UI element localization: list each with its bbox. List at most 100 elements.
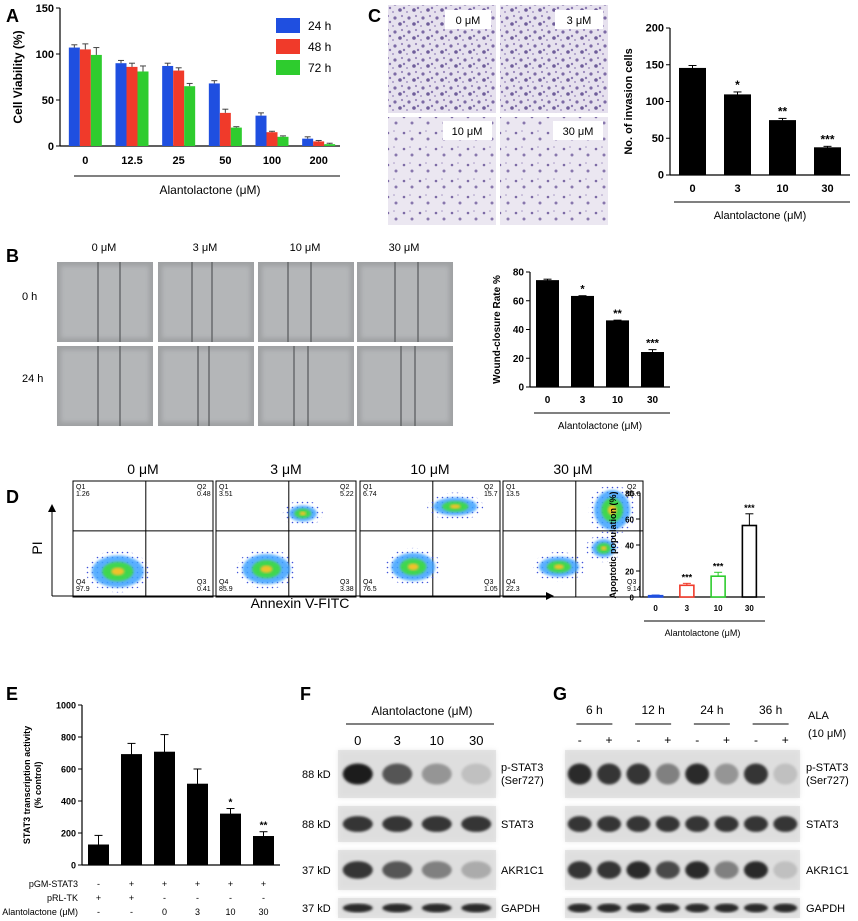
- y-tick-label: 50: [652, 133, 664, 145]
- blot-f-lane-label-1: 3: [394, 733, 401, 748]
- micro-label-30: 30 μM: [563, 126, 594, 138]
- flow-density-peak: [407, 563, 419, 571]
- wound-texture: [162, 266, 250, 338]
- blot-band: [342, 763, 373, 785]
- flow-density-peak: [111, 567, 125, 576]
- x-tick-label: 3: [580, 395, 586, 406]
- treatment-cell: 3: [195, 907, 200, 917]
- blot-g-protein-2: AKR1C1: [806, 865, 849, 877]
- x-tick-label: 25: [173, 155, 185, 167]
- blot-band: [655, 903, 680, 913]
- quadrant-q2-label: Q2 0.48: [197, 484, 211, 498]
- wound-texture: [262, 350, 350, 422]
- quadrant-q4-label: Q4 85.9: [219, 579, 233, 593]
- blot-g-treatment: ALA (10 μM): [808, 710, 846, 740]
- bar-E-2: [154, 751, 175, 866]
- wound-texture: [61, 350, 149, 422]
- micro-label-box-30: [553, 121, 603, 140]
- blot-band: [421, 816, 452, 832]
- blot-band: [567, 861, 592, 879]
- wound-row-24h: 24 h: [22, 373, 43, 385]
- blot-f-protein-3: GAPDH: [501, 903, 540, 915]
- bar-a-48h-5: [313, 141, 325, 146]
- y-axis-label: Apoptotic population (%): [608, 492, 618, 599]
- significance-mark: *: [735, 78, 740, 92]
- bar-a-48h-3: [219, 112, 231, 146]
- x-tick-label: 3: [734, 183, 740, 195]
- bar-B-2: [606, 320, 629, 388]
- panel-letter-f: F: [300, 684, 311, 704]
- flow-density-peak: [299, 511, 307, 516]
- y-tick-label: 150: [36, 3, 54, 15]
- micro-label-3: 3 μM: [567, 15, 592, 27]
- blot-band: [714, 763, 739, 785]
- significance-mark: ***: [820, 132, 834, 146]
- y-axis-label: Wound-closure Rate %: [492, 275, 503, 384]
- treatment-row-label-1: pRL-TK: [47, 893, 78, 903]
- x-axis-label: Alantolactone (μM): [160, 183, 261, 197]
- x-tick-label: 30: [821, 183, 833, 195]
- y-tick-label: 0: [518, 383, 524, 394]
- y-tick-label: 80: [625, 490, 634, 499]
- y-tick-label: 400: [61, 797, 76, 807]
- blot-g-sign-1: +: [606, 733, 613, 747]
- wound-col-3: 3 μM: [193, 242, 218, 254]
- x-tick-label: 30: [647, 395, 659, 406]
- chart-b-wound-closure: 0 20 40 60 80 0 * 3 ** 10 *** 30 Alantolactone (μM) W…: [492, 268, 670, 432]
- flow-x-axis-label: Annexin V-FITC: [251, 595, 350, 611]
- wound-texture: [162, 350, 250, 422]
- blot-band: [461, 763, 492, 785]
- x-tick-label: 100: [263, 155, 281, 167]
- treatment-cell: 0: [162, 907, 167, 917]
- panel-letter-c: C: [368, 6, 381, 26]
- blot-f-kd-2: 37 kD: [302, 865, 331, 877]
- bar-a-48h-4: [266, 132, 278, 146]
- blot-band: [626, 816, 651, 832]
- blot-f-lane-label-2: 10: [430, 733, 444, 748]
- y-axis-label: No. of invasion cells: [623, 48, 635, 154]
- y-tick-label: 20: [513, 354, 525, 365]
- panel-g-western-blot: 6 h 12 h 24 h 36 h - + - + - + - + ALA (10 μM) p-STAT3…: [565, 703, 849, 918]
- significance-mark: **: [613, 308, 622, 320]
- significance-mark: ***: [713, 561, 724, 571]
- blot-f-lane-label-0: 0: [354, 733, 361, 748]
- bar-a-48h-0: [79, 49, 91, 146]
- blot-band: [597, 861, 622, 879]
- bar-E-4: [220, 813, 241, 866]
- x-axis-label: Alantolactone (μM): [714, 210, 807, 222]
- y-tick-label: 60: [513, 296, 525, 307]
- panel-letter-g: G: [553, 684, 567, 704]
- legend-label-2: 72 h: [308, 61, 331, 75]
- blot-band: [567, 816, 592, 832]
- treatment-cell: -: [97, 879, 100, 889]
- blot-g-sign-4: -: [695, 733, 699, 747]
- wound-col-0: 0 μM: [92, 242, 117, 254]
- y-tick-label: 100: [646, 96, 664, 108]
- bar-C-1: [724, 94, 751, 176]
- chart-a-legend: 24 h 48 h 72 h: [276, 18, 331, 75]
- blot-g-sign-7: +: [782, 733, 789, 747]
- bar-a-24h-0: [68, 47, 80, 147]
- blot-band: [342, 861, 373, 879]
- bar-D-3: [741, 524, 758, 598]
- chart-c-invasion: 0 50 100 150 200 0 * 3 ** 10 *** 30 Alantolactone (μ…: [623, 23, 850, 222]
- bar-D-2: [710, 575, 726, 598]
- wound-texture: [361, 350, 449, 422]
- quadrant-q3-label: Q3 0.41: [197, 579, 211, 593]
- flow-x-arrowhead: [546, 592, 554, 600]
- blot-band: [382, 816, 413, 832]
- flow-density-peak: [607, 505, 617, 515]
- bar-a-24h-3: [208, 83, 220, 146]
- blot-band: [655, 861, 680, 879]
- bar-C-2: [769, 120, 796, 176]
- x-tick-label: 10: [612, 395, 624, 406]
- y-axis-label: STAT3 transcription activity(% control): [22, 726, 43, 844]
- blot-f-kd-0: 88 kD: [302, 769, 331, 781]
- treatment-cell: +: [129, 879, 134, 889]
- blot-band: [461, 903, 492, 913]
- blot-band: [421, 903, 452, 913]
- blot-g-sign-2: -: [636, 733, 640, 747]
- quadrant-q4-label: Q4 76.5: [363, 579, 377, 593]
- bar-a-48h-1: [126, 66, 138, 146]
- legend-swatch-1: [276, 39, 300, 54]
